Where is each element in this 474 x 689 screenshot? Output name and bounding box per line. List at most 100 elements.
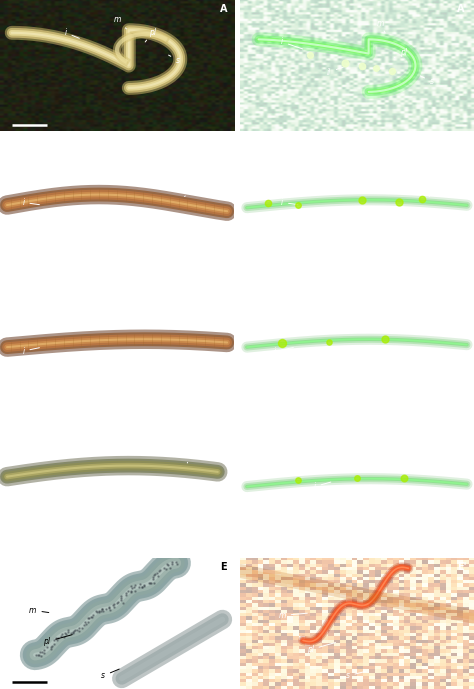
Point: [135, 582, 142, 593]
Point: [381, 333, 389, 344]
Point: [127, 586, 135, 597]
Point: [92, 606, 100, 617]
Text: pl: pl: [307, 643, 336, 654]
Text: i: i: [314, 482, 331, 491]
Text: m: m: [125, 218, 136, 233]
Point: [50, 639, 58, 650]
Point: [172, 557, 180, 568]
Point: [147, 578, 155, 589]
Point: [325, 337, 333, 348]
Point: [173, 559, 181, 570]
Text: D: D: [219, 422, 227, 432]
Point: [150, 577, 157, 588]
Point: [106, 604, 113, 615]
Text: A: A: [219, 4, 227, 14]
Text: s: s: [346, 671, 366, 680]
Point: [168, 556, 176, 567]
Point: [131, 585, 138, 596]
Text: i: i: [22, 347, 39, 356]
Text: D': D': [456, 422, 467, 432]
Text: i: i: [274, 347, 293, 356]
Point: [81, 616, 89, 627]
Point: [54, 635, 61, 646]
Text: m: m: [377, 19, 385, 33]
Point: [93, 606, 100, 617]
Point: [278, 338, 286, 349]
Point: [110, 601, 118, 613]
Point: [75, 622, 83, 633]
Text: pl: pl: [394, 48, 407, 58]
Point: [128, 586, 135, 597]
Text: pl: pl: [43, 635, 72, 646]
Point: [372, 63, 380, 74]
Point: [87, 612, 95, 623]
Point: [57, 630, 65, 641]
Text: s: s: [169, 55, 180, 65]
Point: [169, 558, 176, 569]
Text: s: s: [185, 185, 194, 196]
Text: s: s: [429, 185, 438, 196]
Text: pl: pl: [404, 216, 417, 229]
Point: [69, 627, 77, 638]
Point: [150, 574, 157, 585]
Point: [150, 570, 157, 581]
Point: [105, 601, 112, 613]
Point: [141, 579, 148, 590]
Point: [294, 199, 302, 210]
Point: [73, 624, 81, 635]
Point: [155, 565, 163, 576]
Text: E': E': [457, 562, 467, 572]
Point: [67, 628, 74, 639]
Point: [137, 579, 144, 590]
Point: [119, 598, 127, 609]
Point: [138, 582, 146, 593]
Point: [130, 581, 138, 592]
Point: [419, 194, 426, 205]
Text: s: s: [101, 669, 119, 680]
Text: i: i: [22, 198, 39, 207]
Point: [98, 604, 106, 615]
Point: [128, 580, 135, 591]
Point: [79, 622, 86, 633]
Text: a: a: [419, 311, 429, 324]
Point: [166, 562, 173, 573]
Point: [51, 635, 58, 646]
Point: [89, 611, 96, 622]
Point: [64, 627, 71, 638]
Text: i: i: [64, 28, 79, 39]
Text: i: i: [74, 488, 87, 499]
Point: [264, 198, 272, 209]
Point: [114, 597, 122, 608]
Point: [40, 647, 47, 658]
Text: B: B: [220, 143, 227, 154]
Point: [110, 598, 118, 609]
Point: [82, 619, 90, 630]
Point: [358, 194, 365, 205]
Text: E: E: [220, 562, 227, 572]
Point: [63, 629, 70, 640]
Text: m: m: [29, 606, 49, 615]
Point: [341, 57, 349, 68]
Point: [102, 603, 110, 614]
Text: pl: pl: [145, 28, 155, 42]
Point: [99, 604, 106, 615]
Text: s: s: [185, 364, 199, 376]
Text: s: s: [420, 76, 434, 86]
Point: [58, 628, 66, 639]
Point: [122, 590, 130, 601]
Text: B': B': [457, 143, 467, 154]
Point: [388, 65, 396, 76]
Point: [117, 590, 125, 601]
Point: [48, 641, 55, 652]
Point: [152, 568, 159, 579]
Point: [353, 473, 361, 484]
Point: [61, 628, 68, 639]
Point: [109, 599, 117, 610]
Point: [84, 613, 92, 624]
Point: [35, 649, 42, 660]
Point: [306, 50, 314, 61]
Point: [64, 624, 72, 635]
Point: [294, 475, 302, 486]
Text: i: i: [281, 198, 298, 207]
Point: [138, 582, 146, 593]
